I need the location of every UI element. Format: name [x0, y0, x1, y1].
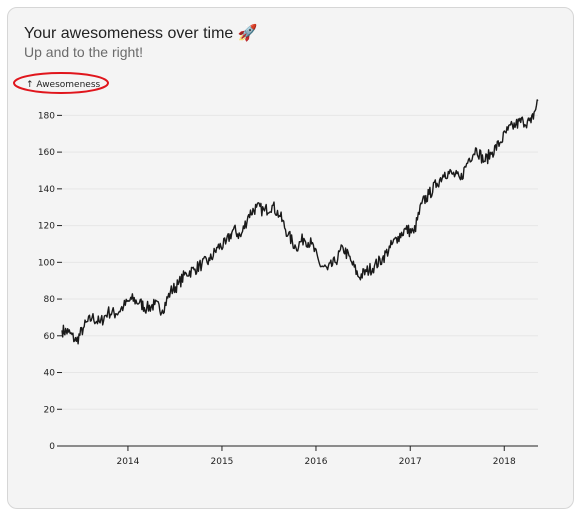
x-tick-label: 2018 — [493, 457, 516, 467]
y-axis-label: ↑ Awesomeness — [26, 80, 101, 90]
y-axis: 0 20 40 60 80 100 120 140 160 180 — [38, 111, 62, 452]
y-tick-label: 160 — [38, 148, 55, 158]
x-tick-label: 2016 — [305, 457, 328, 467]
y-tick-label: 100 — [38, 258, 55, 268]
y-tick-label: 140 — [38, 185, 55, 195]
y-tick-label: 180 — [38, 111, 55, 121]
chart-card: Your awesomeness over time 🚀 Up and to t… — [7, 7, 574, 509]
x-tick-label: 2017 — [399, 457, 422, 467]
y-tick-label: 20 — [44, 405, 56, 415]
chart-subtitle: Up and to the right! — [24, 44, 144, 60]
y-tick-label: 60 — [44, 332, 56, 342]
series-line — [61, 99, 539, 345]
y-tick-label: 120 — [38, 222, 55, 232]
y-tick-label: 40 — [44, 369, 56, 379]
x-tick-label: 2014 — [116, 457, 139, 467]
x-axis: 2014 2015 2016 2017 2018 — [62, 445, 538, 467]
grid-lines — [62, 114, 538, 410]
y-tick-label: 80 — [44, 295, 56, 305]
y-tick-label: 0 — [49, 442, 55, 452]
chart-title: Your awesomeness over time 🚀 — [24, 25, 258, 42]
highlight-circle — [13, 72, 109, 94]
x-tick-label: 2015 — [211, 457, 234, 467]
